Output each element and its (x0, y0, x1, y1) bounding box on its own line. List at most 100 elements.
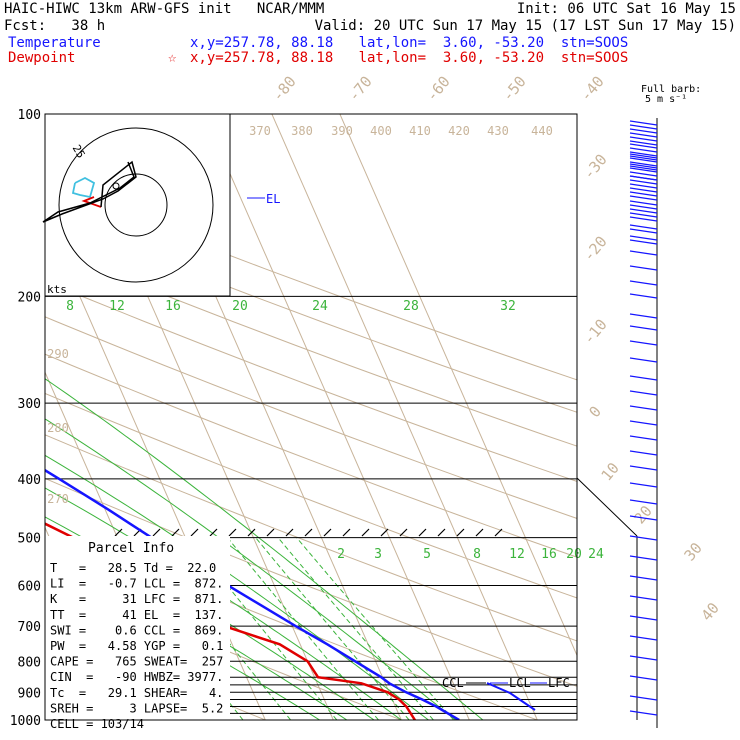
hodograph-trace-upper (42, 160, 137, 223)
dry-adiabat-line (45, 316, 577, 519)
dewpoint-location: x,y=257.78, 88.18 lat,lon= 3.60, -53.20 … (190, 50, 629, 66)
lcl-tick-mark (266, 528, 275, 537)
wind-barb-flag (629, 167, 658, 173)
wind-barb-flag (629, 635, 658, 641)
theta-label: 380 (291, 124, 313, 138)
wind-barb (629, 515, 658, 521)
pressure-tick-label: 300 (18, 397, 41, 412)
barb-legend-line2: 5 m s⁻¹ (645, 94, 688, 105)
lcl-tick-mark (342, 528, 351, 537)
mixing-ratio-line (296, 537, 455, 720)
moist-adiabat-label: 8 (66, 299, 74, 314)
parcel-info-row: TT = 41 EL = 137. (50, 608, 223, 622)
wind-barb-flag (629, 147, 658, 153)
parcel-info-row: K = 31 LFC = 871. (50, 592, 223, 606)
wind-barb-flag (629, 313, 658, 319)
wind-barb-flag (629, 515, 658, 521)
wind-barb-flag (629, 239, 658, 245)
moist-adiabat-label: 24 (312, 299, 328, 314)
wind-barb-flag (629, 132, 658, 138)
wind-barb-flag (629, 435, 658, 441)
wind-barb-flag (629, 175, 658, 181)
dewpoint-legend: Dewpoint (8, 50, 76, 66)
wind-barb-flag (629, 357, 658, 363)
pressure-tick-label: 900 (18, 686, 41, 701)
wind-barb (629, 499, 658, 505)
lfc-label: LFC (548, 676, 570, 690)
lcl-tick-mark (418, 528, 427, 537)
storm-motion-marker (112, 182, 120, 190)
lcl-tick-mark (190, 528, 199, 537)
wind-barb (629, 482, 658, 488)
mixing-ratio-line (255, 537, 410, 720)
parcel-info-row: SWI = 0.6 CCL = 869. (50, 623, 223, 637)
wind-barb-flag (629, 420, 658, 426)
wind-barb-flag (629, 204, 658, 210)
pressure-tick-label: 200 (18, 290, 41, 305)
dry-adiabat-line (45, 213, 577, 413)
wind-barb (629, 450, 658, 456)
wind-barb-flag (629, 171, 658, 177)
wind-barb-flag (629, 216, 658, 222)
lcl-tick-mark (437, 528, 446, 537)
lcl-tick-mark (152, 528, 161, 537)
moist-adiabat-label: 32 (500, 299, 516, 314)
lcl-tick-mark (209, 528, 218, 537)
pressure-tick-label: 100 (18, 108, 41, 123)
parcel-info-row: CIN = -90 HWBZ= 3977. (50, 670, 223, 684)
wind-barb-flag (629, 390, 658, 396)
mixing-ratio-line (188, 537, 338, 720)
hodograph-units: kts (47, 283, 67, 296)
dewpoint-star-icon: ☆ (168, 50, 177, 66)
wind-barb-flag (629, 499, 658, 505)
theta-label: 400 (370, 124, 392, 138)
barb-legend-line1: Full barb: (641, 84, 702, 95)
parcel-ascent-line (486, 682, 536, 711)
wind-barb-flag (629, 340, 658, 346)
wind-barb-flag (629, 293, 658, 299)
theta-label: 390 (331, 124, 353, 138)
wind-barb-flag (629, 153, 658, 159)
wind-barb (629, 153, 658, 171)
wind-barb-flag (629, 163, 658, 169)
wind-barb-flag (629, 375, 658, 381)
wind-barb-flag (629, 208, 658, 214)
wind-barb (629, 340, 658, 346)
wind-barb (629, 595, 658, 601)
isotherm-label: -70 (345, 73, 376, 105)
dry-adiabat-line (45, 280, 577, 482)
mixing-ratio-label: 20 (566, 547, 582, 562)
wind-barb (629, 615, 658, 621)
isotherm-label: -60 (423, 73, 454, 105)
lcl-tick-mark (304, 528, 313, 537)
mixing-ratio-line (227, 537, 379, 720)
parcel-info-row: CAPE = 765 SWEAT= 257 (50, 655, 223, 669)
mixing-ratio-line (277, 537, 434, 720)
wind-barb (629, 200, 658, 214)
lcl-tick-mark (380, 528, 389, 537)
wind-barb (629, 293, 658, 299)
wind-barb (629, 132, 658, 146)
moist-adiabat-label: 12 (109, 299, 125, 314)
parcel-box-bg (45, 536, 230, 720)
wind-barb (629, 265, 658, 271)
wind-barb (629, 313, 658, 319)
wind-barb-flag (629, 124, 658, 130)
parcel-info-row: SREH = 3 LAPSE= 5.2 (50, 701, 223, 715)
frame-edge (576, 477, 638, 537)
dewpoint-line (45, 522, 416, 720)
parcel-info-row: T = 28.5 Td = 22.0 (50, 561, 216, 575)
wind-barb (629, 655, 658, 661)
valid-time: Valid: 20 UTC Sun 17 May 15 (17 LST Sun … (314, 18, 736, 34)
wind-barb (629, 675, 658, 681)
parcel-info-row: PW = 4.58 YGP = 0.1 (50, 639, 223, 653)
dry-adiabat-line (45, 182, 577, 381)
lcl-tick-mark (361, 528, 370, 537)
wind-barb-flag (629, 143, 658, 149)
wind-barb (629, 555, 658, 561)
pressure-tick-label: 600 (18, 580, 41, 595)
wind-barb-flag (629, 161, 658, 167)
theta-label: 280 (47, 421, 69, 435)
mixing-ratio-label: 24 (588, 547, 604, 562)
mixing-ratio-line (145, 537, 291, 720)
